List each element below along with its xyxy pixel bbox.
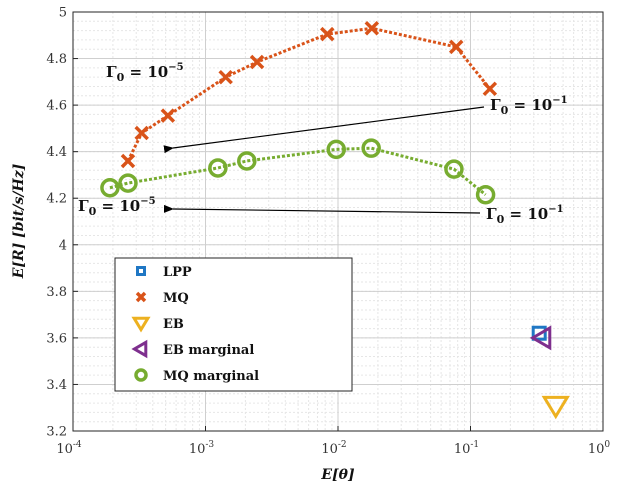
legend-box [114,257,353,392]
marker-circle [118,173,138,193]
marker-x [320,26,335,42]
marker-circle [326,139,346,160]
marker-circle [444,159,464,179]
marker-x [160,108,176,123]
y-tick-label: 4 [59,238,67,253]
marker-triangle-down [131,316,151,333]
y-tick-label: 3.4 [46,378,67,393]
legend-label: MQ [163,291,189,306]
marker-square [531,325,547,341]
marker-x [134,125,149,141]
y-tick-label: 4.6 [46,99,67,114]
y-tick-label: 5 [59,6,67,21]
y-tick-label: 3.6 [46,331,67,346]
x-tick-label: 10-4 [56,440,82,457]
marker-circle [361,138,381,158]
legend-label: EB marginal [163,343,254,358]
marker-x [218,69,233,85]
x-tick-label: 10-2 [321,440,346,457]
y-tick-label: 4.2 [46,192,67,207]
series-lpp [531,325,547,341]
legend-label: MQ marginal [163,369,259,384]
annotation-label: Γ0 = 10−5 [78,196,156,218]
y-axis-label: E[R] [bit/s/Hz] [11,163,27,279]
annotation-label: Γ0 = 10−1 [490,95,568,117]
series-layer [100,21,570,420]
marker-x [364,21,380,36]
marker-circle [208,158,228,178]
annotation-arrow [163,106,485,154]
marker-x [120,153,136,169]
annotation-label: Γ0 = 10−1 [486,204,564,226]
marker-circle [100,177,120,198]
legend-items: LPP MQ EB EB marginal MQ marginal [131,265,259,384]
y-tick-label: 4.8 [46,52,67,67]
marker-x [249,54,265,70]
series-line [109,146,487,196]
y-tick-label: 3.8 [46,285,67,300]
annotation-arrow [163,204,481,214]
marker-triangle-down [541,395,570,420]
legend-label: EB [163,317,184,332]
x-tick-label: 10-1 [454,440,479,457]
series-eb-marginal [529,325,552,351]
annotation-label: Γ0 = 10−5 [106,62,184,84]
grid [72,11,604,432]
marker-x [135,291,147,303]
x-tick-label: 10-3 [189,440,215,457]
series-eb [541,395,570,420]
tick-labels: 3.2 3.4 3.6 3.8 4 4.2 4.4 4.6 4.8 5 10-4 10-3 10-2 10… [46,6,610,458]
legend: LPP MQ EB EB marginal MQ marginal [114,257,353,392]
y-tick-label: 3.2 [46,425,67,440]
marker-triangle-left [131,339,148,359]
marker-x [448,39,464,55]
marker-circle [237,151,257,171]
series-mq-marginal [100,138,496,205]
x-axis-label: E[θ] [320,467,355,483]
y-tick-label: 4.4 [46,145,67,160]
x-tick-label: 100 [588,440,611,457]
series-mq [120,21,498,169]
annotations: Γ0 = 10−5 Γ0 = 10−1 Γ0 = 10−5 Γ0 = 10−1 [78,62,568,226]
marker-triangle-left [529,325,552,351]
legend-label: LPP [163,265,192,280]
marker-circle [134,368,148,382]
marker-square [136,266,146,276]
marker-x [482,81,498,97]
marker-circle [475,184,496,205]
